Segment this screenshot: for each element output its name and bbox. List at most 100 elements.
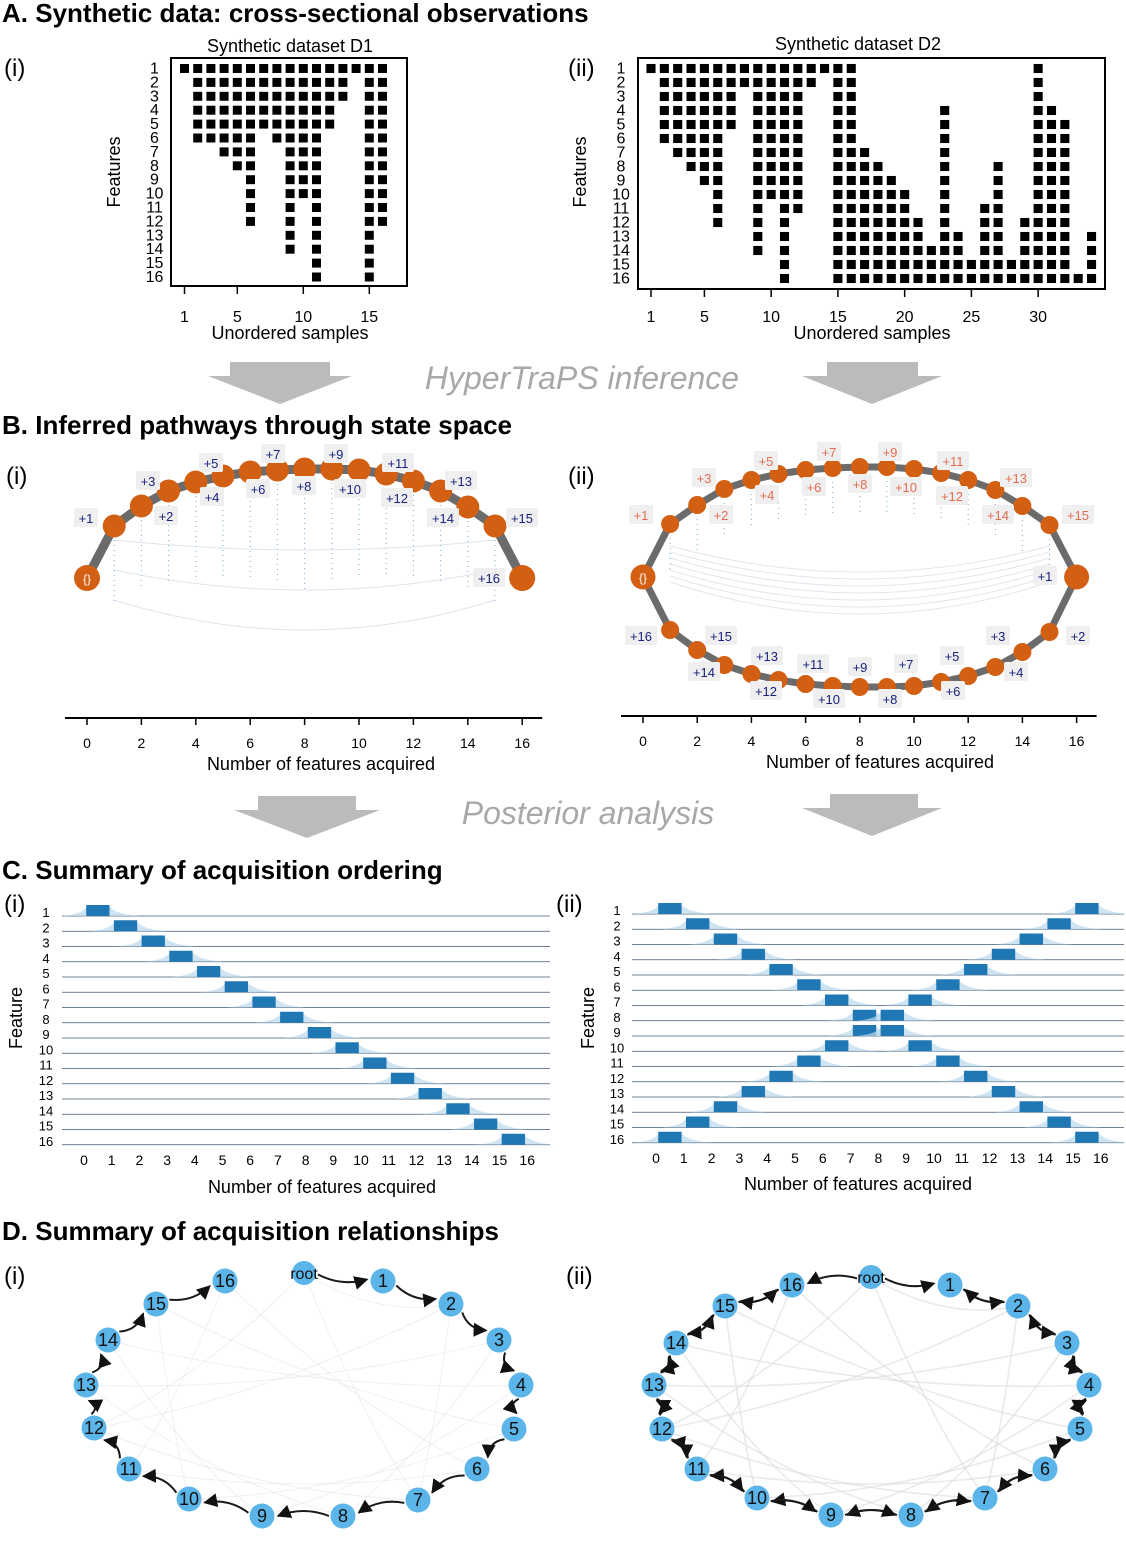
node-label-box (709, 505, 733, 524)
heatmap-cell (806, 63, 816, 74)
heatmap-cell (713, 77, 723, 88)
heatmap-cell (860, 203, 870, 214)
heatmap-cell (713, 119, 723, 130)
node-label-box (936, 486, 968, 505)
acquisition-edge (656, 1397, 673, 1415)
heatmap-cell (325, 64, 335, 73)
pathway-chart-b-ii: Number of features acquired {} +1 +2 +3 +4 +5… (621, 442, 1097, 772)
pathway-xtick-label: 6 (246, 735, 254, 751)
node-label-box (894, 654, 918, 673)
faint-edge (85, 1384, 344, 1517)
faint-edge (661, 1276, 872, 1430)
heatmap-cell (232, 64, 242, 73)
node-label-box (1033, 566, 1057, 585)
feature-label: 7 (613, 995, 620, 1010)
ordering-xtick-label: 0 (80, 1152, 88, 1168)
node-label-box (382, 453, 414, 472)
ordering-xtick-label: 7 (847, 1150, 855, 1166)
faint-path (669, 569, 1050, 601)
heatmap-cell (259, 64, 269, 73)
node-label: +5 (759, 454, 774, 469)
ordering-xtick-label: 12 (982, 1150, 998, 1166)
feature-label: 12 (39, 1073, 53, 1088)
ridge-peak (825, 994, 849, 1006)
node-label-box (754, 451, 778, 470)
heatmap-cell (646, 63, 656, 74)
heatmap-cell (913, 273, 923, 284)
heatmap-a-ii-ylabel: Features (570, 136, 590, 207)
heatmap-cell (246, 161, 255, 171)
feature-node (937, 1272, 963, 1298)
heatmap-xtick-label: 1 (180, 309, 189, 326)
pathway-node (320, 457, 344, 481)
feature-node (486, 1327, 512, 1353)
ordering-xtick-label: 3 (736, 1150, 744, 1166)
heatmap-cell (753, 245, 763, 256)
heatmap-ytick-label: 5 (617, 117, 626, 134)
ordering-xtick-label: 14 (1037, 1150, 1053, 1166)
ridge-peak (1047, 1116, 1071, 1128)
heatmap-a-ii-title: Synthetic dataset D2 (775, 34, 941, 54)
pathway-node (959, 471, 978, 489)
heatmap-cell (699, 133, 709, 144)
node-label-box (154, 506, 178, 525)
heatmap-cell (940, 105, 950, 116)
heatmap-cell (378, 203, 387, 212)
node-label: +7 (822, 445, 837, 460)
acquisition-edge (276, 1504, 330, 1518)
heatmap-cell (1033, 63, 1043, 74)
pathway-xtick-label: 12 (960, 733, 976, 749)
heatmap-cell (338, 64, 348, 73)
heatmap-cell (246, 133, 255, 143)
heatmap-cell (206, 77, 216, 87)
heatmap-cell (793, 147, 803, 158)
pathway-node (238, 460, 262, 484)
heatmap-cell (846, 63, 856, 74)
pathway-node (905, 460, 923, 478)
heatmap-cell (338, 77, 348, 87)
feature-node (292, 1261, 316, 1285)
heatmap-cell (378, 77, 387, 87)
acquisition-edge (964, 1288, 1005, 1304)
heatmap-cell (926, 273, 936, 284)
feature-node-label: 12 (84, 1418, 104, 1438)
heatmap-a-ii: Synthetic dataset D2 Features Unordered … (570, 34, 1106, 343)
heatmap-cell (833, 231, 843, 242)
heatmap-cell (1006, 259, 1016, 270)
acquisition-edge (996, 1468, 1032, 1493)
heatmap-ytick-label: 8 (150, 158, 159, 175)
heatmap-cell (713, 147, 723, 158)
heatmap-cell (993, 231, 1003, 242)
node-label-box (261, 444, 285, 463)
heatmap-cell (1046, 217, 1057, 228)
acquisition-edge (806, 1271, 858, 1285)
ridge-peak (1019, 933, 1043, 945)
heatmap-cell (378, 64, 387, 73)
pathway-node (877, 458, 896, 476)
ordering-xtick-label: 10 (926, 1150, 942, 1166)
heatmap-cell (1060, 175, 1070, 186)
pathway-node (796, 461, 815, 479)
ordering-xtick-label: 5 (219, 1152, 227, 1168)
pathway-node (265, 458, 289, 482)
ridge-peak (1047, 918, 1071, 930)
pathway-node (742, 665, 761, 683)
heatmap-cell (993, 273, 1003, 284)
feature-label: 10 (610, 1040, 624, 1055)
feature-node (1054, 1330, 1080, 1356)
heatmap-cell (272, 133, 282, 143)
heatmap-cell (953, 259, 963, 270)
heatmap-cell (753, 77, 763, 88)
heatmap-ytick-label: 14 (146, 241, 164, 258)
heatmap-cell (378, 133, 387, 143)
heatmap-cell (1020, 245, 1030, 256)
pathway-xtick-label: 0 (83, 735, 91, 751)
heatmap-cell (364, 133, 374, 143)
node-label: +4 (760, 488, 775, 503)
heatmap-cell (272, 77, 282, 87)
heatmap-cell (846, 189, 856, 200)
ordering-xtick-label: 8 (875, 1150, 883, 1166)
heatmap-cell (993, 217, 1003, 228)
feature-label: 5 (613, 964, 620, 979)
feature-node-label: 10 (747, 1488, 767, 1508)
